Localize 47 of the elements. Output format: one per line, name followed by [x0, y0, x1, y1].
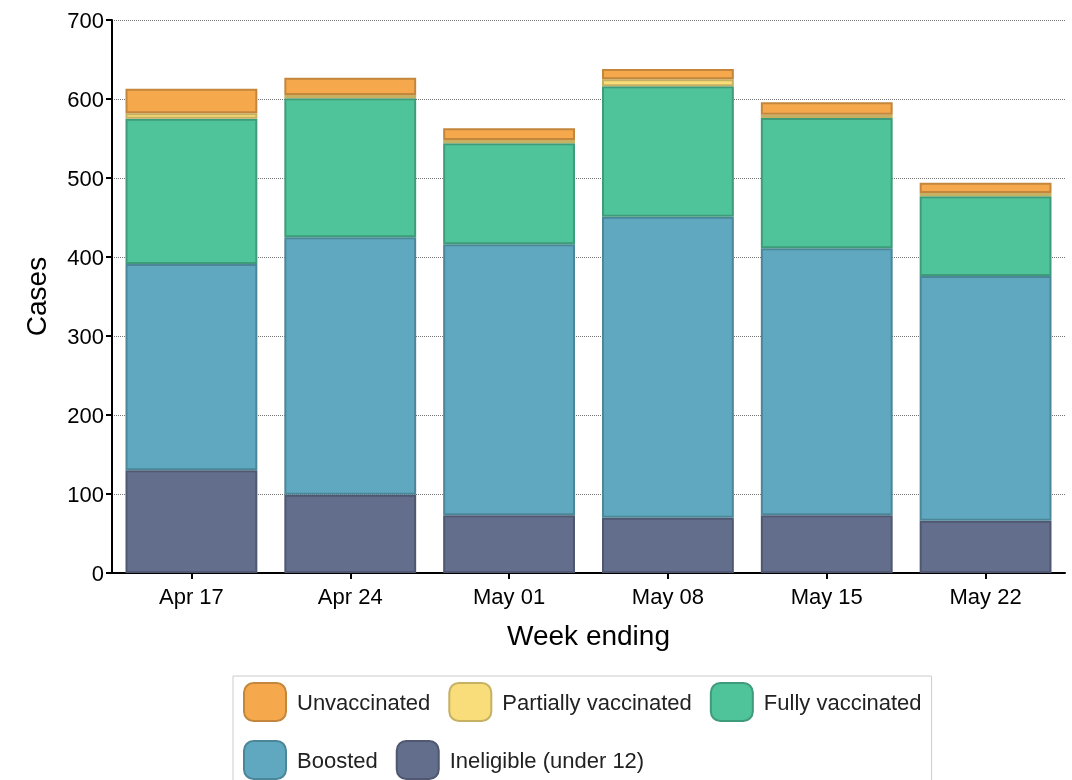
- bar: [602, 517, 734, 573]
- bar: [443, 244, 575, 516]
- legend-label: Boosted: [297, 747, 378, 773]
- y-tick-label: 0: [91, 560, 104, 586]
- bar: [919, 196, 1052, 276]
- x-axis-title: Week ending: [507, 619, 670, 651]
- bar: [602, 68, 734, 80]
- y-axis-title: Cases: [20, 256, 52, 337]
- bar: [443, 128, 575, 141]
- bar: [443, 515, 575, 573]
- bar: [125, 88, 258, 114]
- bar: [919, 520, 1052, 573]
- y-tick-label: 700: [67, 7, 104, 33]
- bar: [919, 182, 1052, 194]
- bar: [760, 102, 893, 115]
- y-tick-label: 300: [67, 323, 104, 349]
- bar: [284, 98, 417, 238]
- legend-label: Partially vaccinated: [502, 689, 692, 715]
- y-tick-label: 600: [67, 86, 104, 112]
- bar: [125, 264, 258, 471]
- bar: [443, 143, 575, 245]
- bar: [125, 118, 258, 265]
- x-tick-label: Apr 17: [159, 583, 224, 609]
- bar: [760, 117, 893, 249]
- bar: [919, 275, 1052, 521]
- x-tick-label: May 22: [949, 583, 1022, 609]
- bar: [125, 470, 258, 573]
- bar: [760, 248, 893, 516]
- bar: [602, 216, 734, 518]
- legend-label: Ineligible (under 12): [449, 747, 645, 773]
- bar: [602, 79, 734, 87]
- y-tick-label: 200: [67, 402, 104, 428]
- x-tick-label: May 15: [790, 583, 863, 609]
- y-tick-label: 100: [67, 481, 104, 507]
- bar: [760, 515, 893, 573]
- y-tick-label: 500: [67, 165, 104, 191]
- legend-label: Fully vaccinated: [763, 689, 922, 715]
- bar: [284, 77, 417, 96]
- legend-label: Unvaccinated: [297, 689, 431, 715]
- x-tick-label: May 08: [631, 583, 704, 609]
- bar: [602, 86, 734, 217]
- x-tick-label: May 01: [473, 583, 546, 609]
- bar: [284, 237, 417, 495]
- x-tick-label: Apr 24: [317, 583, 383, 609]
- y-tick-label: 400: [67, 244, 104, 270]
- bar: [125, 113, 258, 119]
- bar: [284, 494, 417, 573]
